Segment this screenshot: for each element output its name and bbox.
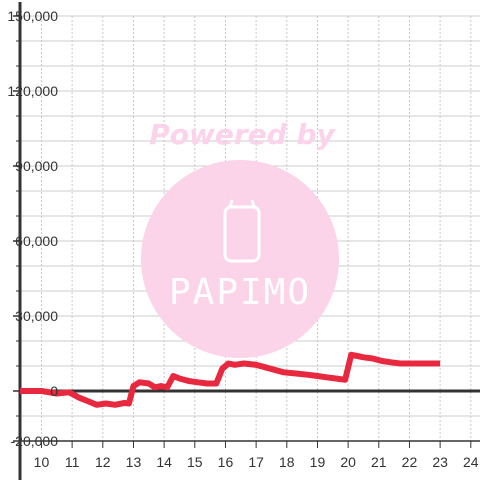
x-tick-label: 10 — [34, 454, 50, 470]
x-tick-label: 23 — [432, 454, 448, 470]
watermark-circle — [141, 160, 339, 358]
y-tick-label: 150,000 — [7, 8, 58, 24]
axes-layer — [13, 2, 480, 480]
tick-labels-layer: -20,000 0 30,000 60,000 90,000 120,000 150,000… — [7, 8, 478, 470]
x-tick-label: 14 — [156, 454, 172, 470]
x-tick-label: 12 — [95, 454, 111, 470]
x-tick-label: 18 — [279, 454, 295, 470]
x-tick-label: 21 — [371, 454, 387, 470]
series-layer — [20, 351, 441, 408]
series-line — [20, 351, 441, 408]
y-tick-label: 0 — [50, 383, 58, 399]
y-tick-label: -20,000 — [11, 433, 59, 449]
watermark: Powered by PAPIMO — [141, 118, 339, 358]
x-tick-label: 19 — [310, 454, 326, 470]
x-tick-label: 11 — [65, 454, 80, 470]
x-tick-label: 22 — [402, 454, 418, 470]
x-tick-label: 20 — [340, 454, 356, 470]
x-tick-label: 13 — [126, 454, 142, 470]
phone-icon — [223, 199, 261, 263]
watermark-caption: Powered by — [149, 118, 336, 151]
y-tick-label: 30,000 — [15, 308, 58, 324]
x-tick-label: 16 — [218, 454, 234, 470]
y-tick-label: 90,000 — [15, 158, 58, 174]
y-tick-label: 60,000 — [15, 233, 58, 249]
watermark-brand: PAPIMO — [169, 272, 311, 313]
y-tick-label: 120,000 — [7, 83, 58, 99]
x-tick-label: 15 — [187, 454, 203, 470]
x-tick-label: 17 — [248, 454, 264, 470]
x-tick-label: 24 — [463, 454, 479, 470]
